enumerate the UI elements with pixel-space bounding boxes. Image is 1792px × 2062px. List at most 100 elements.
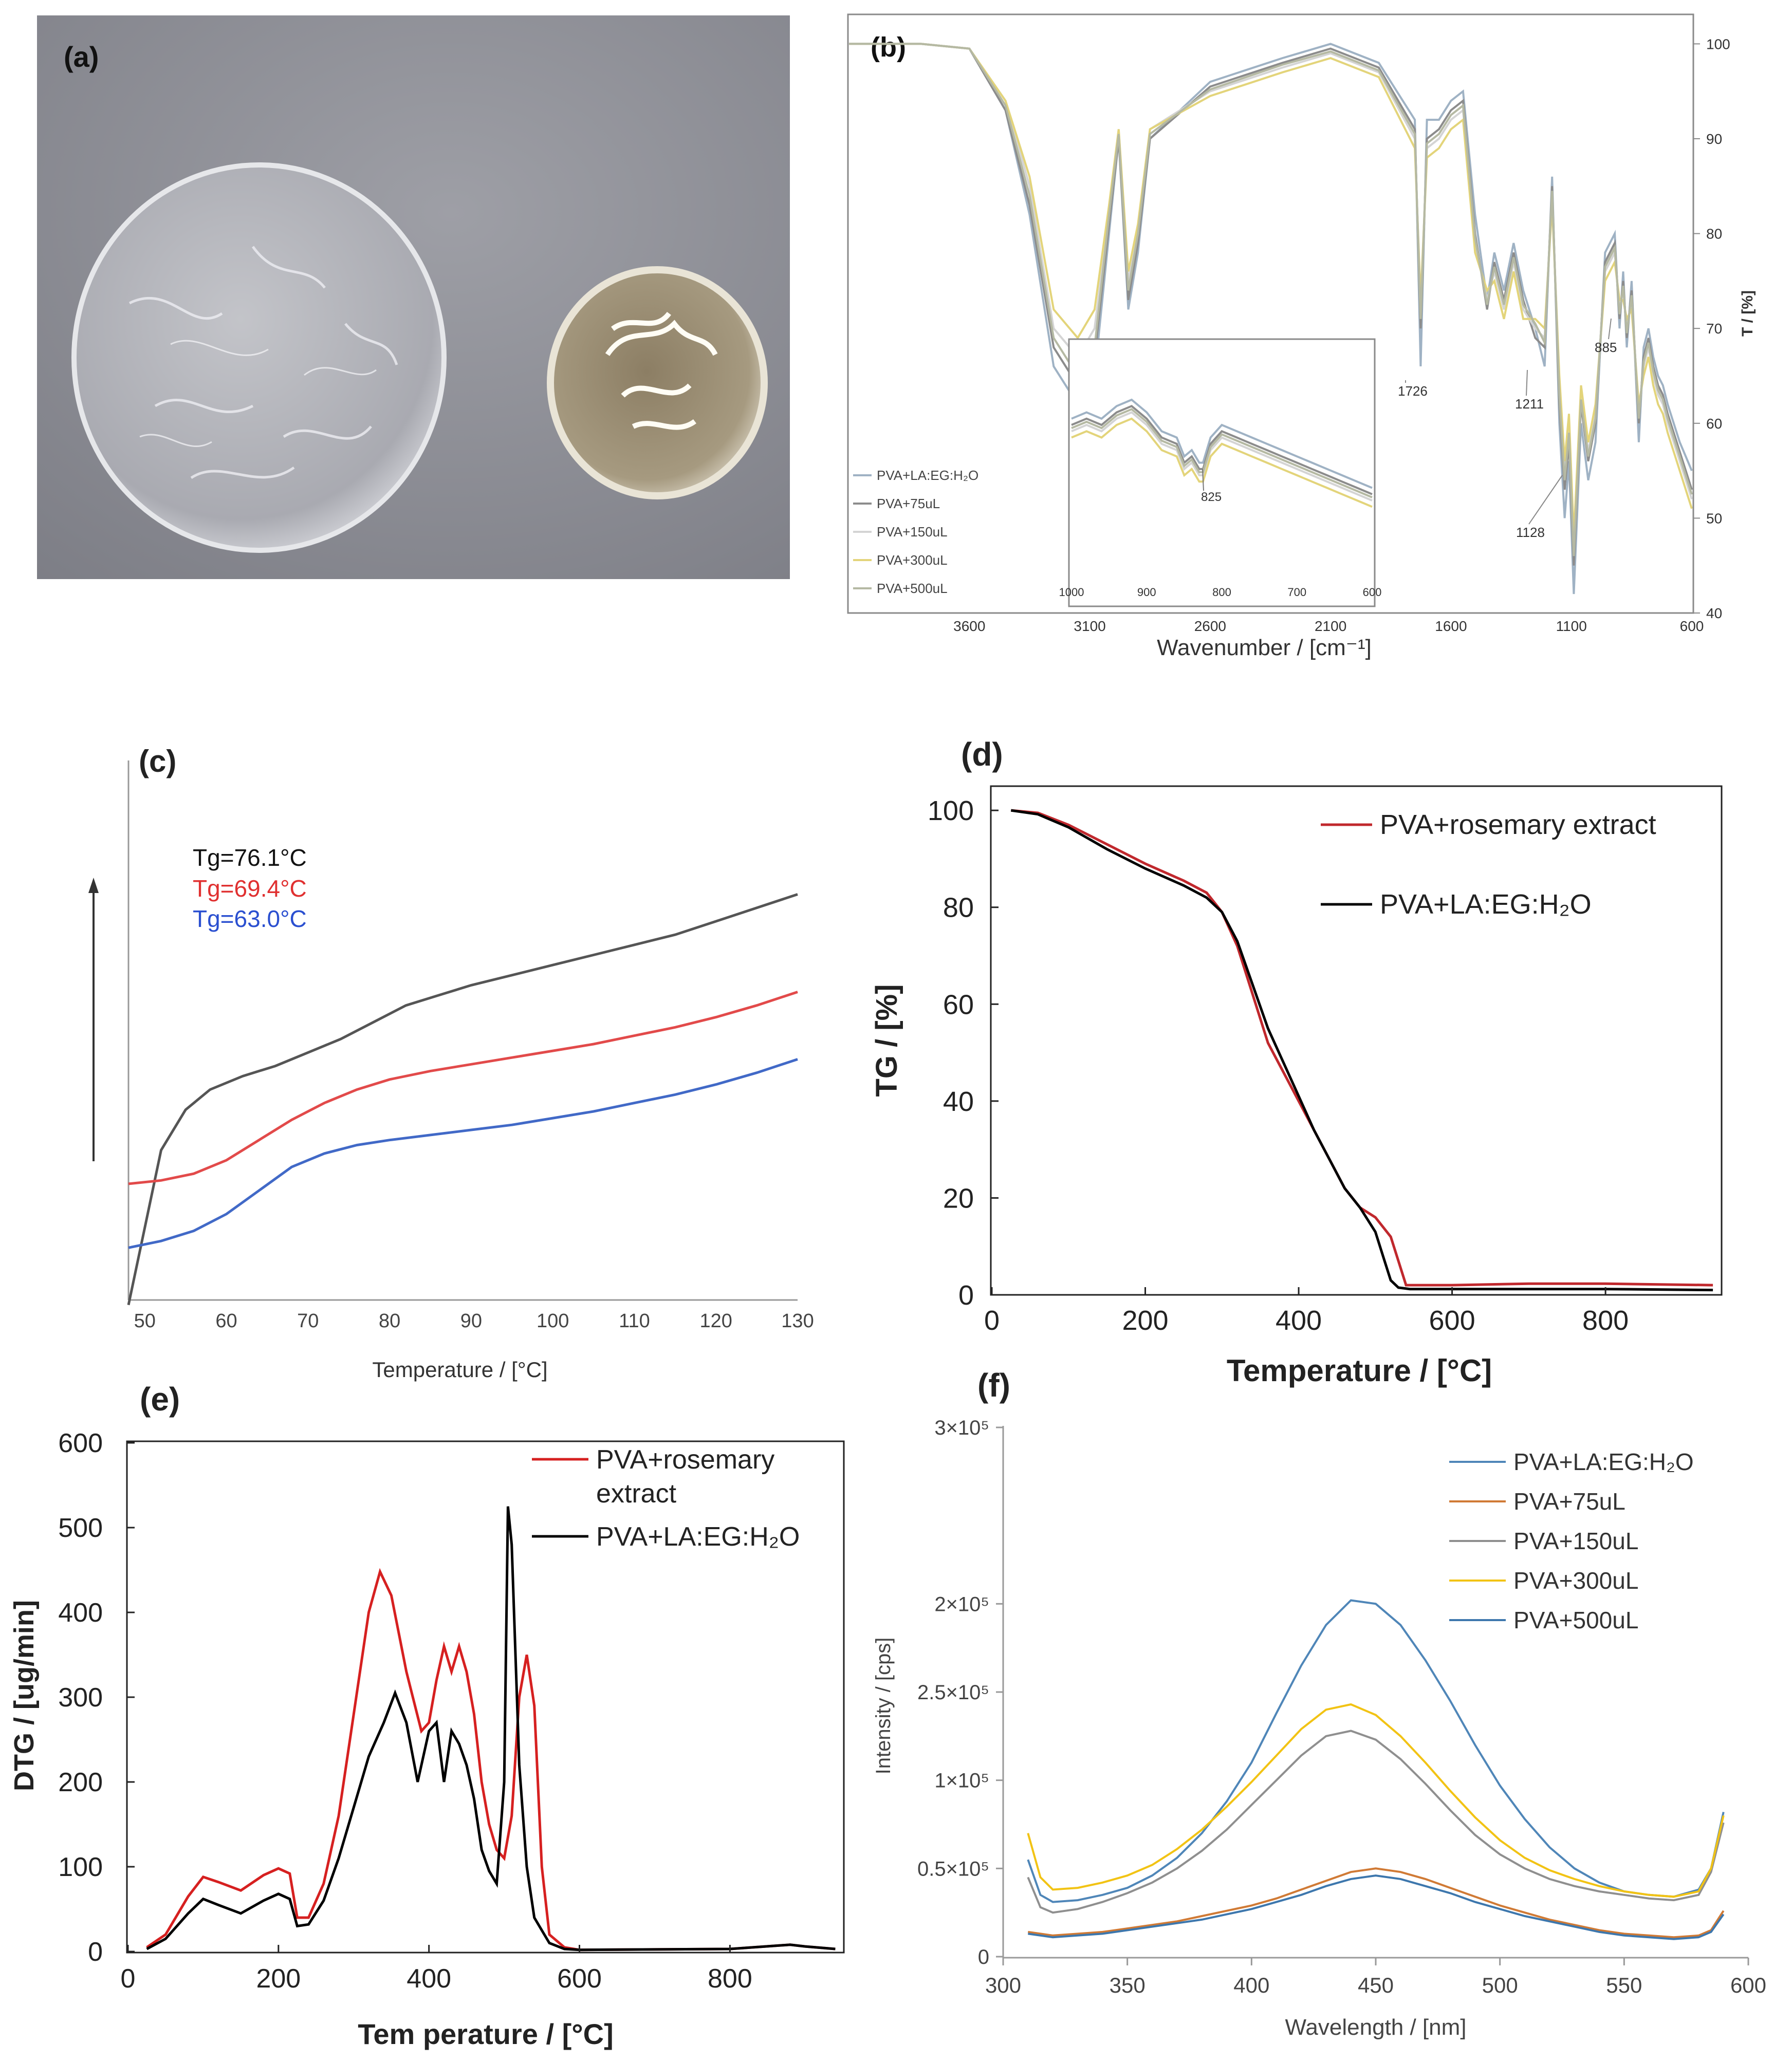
dtg-x-tick-0: 0	[121, 1964, 136, 1994]
ftir-annotation-1128: 1128	[1516, 525, 1545, 540]
panel-f: (f) 300 350 400 450 500 550 600 0 0.5×10⁵ 1×10⁵ 2.…	[869, 1367, 1792, 2059]
dtg-series-pva-la-eg-h-o	[146, 1506, 836, 1952]
ftir-inset-series-pva-300ul	[1071, 417, 1373, 508]
fluor-x-tick-500: 500	[1482, 1973, 1518, 1997]
fluor-y-tick-0: 0	[978, 1946, 989, 1968]
fluor-y-tick-1-10: 1×10⁵	[934, 1770, 989, 1792]
fluor-series-pva-la-eg-h-o	[1027, 1599, 1725, 1903]
fluor-legend-pva-300ul: PVA+300uL	[1513, 1567, 1638, 1594]
dsc-x-tick-130: 130	[781, 1310, 814, 1332]
dtg-legend-pva-la-eg-h-o: PVA+LA:EG:H₂O	[596, 1522, 800, 1552]
dsc-x-tick-120: 120	[700, 1310, 732, 1332]
dtg-legend-pva-rosemary-extract: PVA+rosemary extract	[596, 1445, 774, 1509]
panel-e-label: (e)	[140, 1381, 180, 1418]
dtg-y-axis-label: DTG / [ug/min]	[9, 1600, 40, 1791]
panel-a-label: (a)	[64, 41, 99, 73]
dtg-x-tick-400: 400	[407, 1964, 451, 1994]
ftir-x-tick-2600: 2600	[1194, 618, 1226, 634]
ftir-inset-frame	[1068, 338, 1376, 607]
ftir-y-tick-100: 100	[1706, 36, 1730, 52]
ftir-x-tick-600: 600	[1680, 618, 1704, 634]
dsc-x-axis-label: Temperature / [°C]	[372, 1358, 547, 1382]
tga-y-tick-80: 80	[943, 893, 974, 923]
ftir-inset-x-tick-900: 900	[1137, 586, 1156, 599]
fluor-series-pva-75ul	[1028, 1867, 1725, 1939]
tga-series-pva-la-eg-h-o	[1010, 809, 1713, 1292]
tga-x-tick-200: 200	[1122, 1305, 1168, 1336]
endo-arrow-head	[88, 878, 99, 893]
ftir-x-tick-1100: 1100	[1556, 618, 1587, 634]
fluor-y-tick-0-5-10: 0.5×10⁵	[917, 1857, 989, 1880]
tga-y-tick-60: 60	[943, 989, 974, 1020]
fluor-series-pva-150ul	[1027, 1730, 1725, 1914]
ftir-x-tick-2100: 2100	[1315, 618, 1346, 634]
dtg-series-pva-rosemary-extract	[146, 1568, 836, 1952]
fluor-x-tick-300: 300	[985, 1973, 1021, 1997]
dtg-chart: (e) 0 200 400 600 800 0 100 200 300 400 500 600 PVA…	[9, 1381, 845, 2050]
dsc-x-tick-50: 50	[134, 1310, 156, 1332]
dsc-series-tg-69-4-c	[128, 991, 798, 1185]
ftir-y-tick-70: 70	[1706, 321, 1722, 337]
ftir-x-axis-label: Wavenumber / [cm⁻¹]	[1157, 635, 1372, 660]
ftir-y-tick-60: 60	[1706, 416, 1722, 432]
dsc-x-tick-110: 110	[619, 1310, 650, 1332]
dtg-y-tick-100: 100	[58, 1852, 103, 1882]
fluor-legend-pva-75ul: PVA+75uL	[1513, 1488, 1625, 1515]
tg-annotation-red: Tg=69.4°C	[193, 875, 307, 902]
dtg-x-tick-600: 600	[557, 1964, 602, 1994]
tga-y-tick-0: 0	[958, 1280, 974, 1311]
panel-b-label: (b)	[871, 32, 906, 63]
dsc-x-tick-80: 80	[379, 1310, 400, 1332]
ftir-y-tick-90: 90	[1706, 131, 1722, 147]
fluor-series-pva-300ul	[1027, 1703, 1725, 1898]
ftir-inset-x-tick-800: 800	[1212, 586, 1231, 599]
panel-d-label: (d)	[961, 736, 1003, 773]
ftir-x-tick-3100: 3100	[1074, 618, 1105, 634]
panel-f-label: (f)	[977, 1367, 1010, 1404]
tg-annotation-black: Tg=76.1°C	[193, 844, 307, 871]
dtg-y-tick-0: 0	[88, 1937, 103, 1967]
dtg-x-tick-800: 800	[708, 1964, 752, 1994]
ftir-annotation-leader	[1528, 475, 1563, 525]
tga-y-tick-100: 100	[928, 795, 974, 826]
fluor-x-tick-350: 350	[1110, 1973, 1146, 1997]
ftir-x-tick-3600: 3600	[953, 618, 985, 634]
ftir-inset-x-tick-600: 600	[1363, 586, 1382, 599]
fluor-x-axis-label: Wavelength / [nm]	[1285, 2015, 1467, 2040]
fluor-y-tick-2-5-10: 2.5×10⁵	[917, 1681, 989, 1704]
ftir-y-tick-50: 50	[1706, 510, 1722, 526]
fluor-y-tick-2-10: 2×10⁵	[934, 1593, 989, 1615]
dtg-y-tick-600: 600	[58, 1428, 103, 1458]
dsc-x-tick-70: 70	[297, 1310, 319, 1332]
dtg-plot-frame	[126, 1440, 845, 1954]
ftir-legend-pva-300ul: PVA+300uL	[877, 552, 948, 568]
fluor-y-tick-3-10: 3×10⁵	[934, 1417, 989, 1439]
tga-chart: (d) 0 200 400 600 800 0 20 40 60 80 100 PVA+rosema…	[870, 736, 1723, 1388]
fluor-x-tick-550: 550	[1606, 1973, 1642, 1997]
ftir-x-tick-1600: 1600	[1435, 618, 1467, 634]
ftir-annotation-leader	[1526, 369, 1528, 396]
dtg-x-tick-200: 200	[256, 1964, 301, 1994]
tga-y-tick-20: 20	[943, 1183, 974, 1214]
tga-x-tick-800: 800	[1582, 1305, 1629, 1336]
ftir-series-pva-500ul	[849, 43, 1693, 556]
panel-a-photo: (a)	[37, 15, 790, 579]
ftir-inset-series-pva-500ul	[1071, 408, 1373, 498]
panel-d: (d) 0 200 400 600 800 0 20 40 60 80 100 PVA+rosema…	[869, 730, 1792, 1398]
tga-y-tick-40: 40	[943, 1086, 974, 1117]
ftir-legend-pva-la-eg-h-o: PVA+LA:EG:H₂O	[877, 468, 978, 483]
tga-legend-pva-rosemary-extract: PVA+rosemary extract	[1380, 809, 1656, 840]
fluor-series-pva-500ul	[1028, 1874, 1725, 1940]
fluor-x-tick-400: 400	[1233, 1973, 1269, 1997]
fluor-legend-pva-500ul: PVA+500uL	[1513, 1607, 1638, 1633]
ftir-inset-annotation-leader	[1202, 469, 1204, 491]
ftir-inset-series-pva-la-eg-h-o	[1071, 398, 1373, 489]
fluor-legend-pva-150ul: PVA+150uL	[1513, 1528, 1638, 1554]
dtg-x-axis-label: Tem perature / [°C]	[358, 2018, 613, 2050]
ftir-legend-pva-500ul: PVA+500uL	[877, 581, 948, 596]
dtg-y-tick-300: 300	[58, 1683, 103, 1713]
fluorescence-chart: (f) 300 350 400 450 500 550 600 0 0.5×10⁵ 1×10⁵ 2.…	[872, 1367, 1766, 2040]
fluor-legend-pva-la-eg-h-o: PVA+LA:EG:H₂O	[1513, 1448, 1694, 1475]
panel-c-label: (c)	[139, 744, 176, 778]
ftir-inset-annotation-825: 825	[1201, 490, 1222, 504]
